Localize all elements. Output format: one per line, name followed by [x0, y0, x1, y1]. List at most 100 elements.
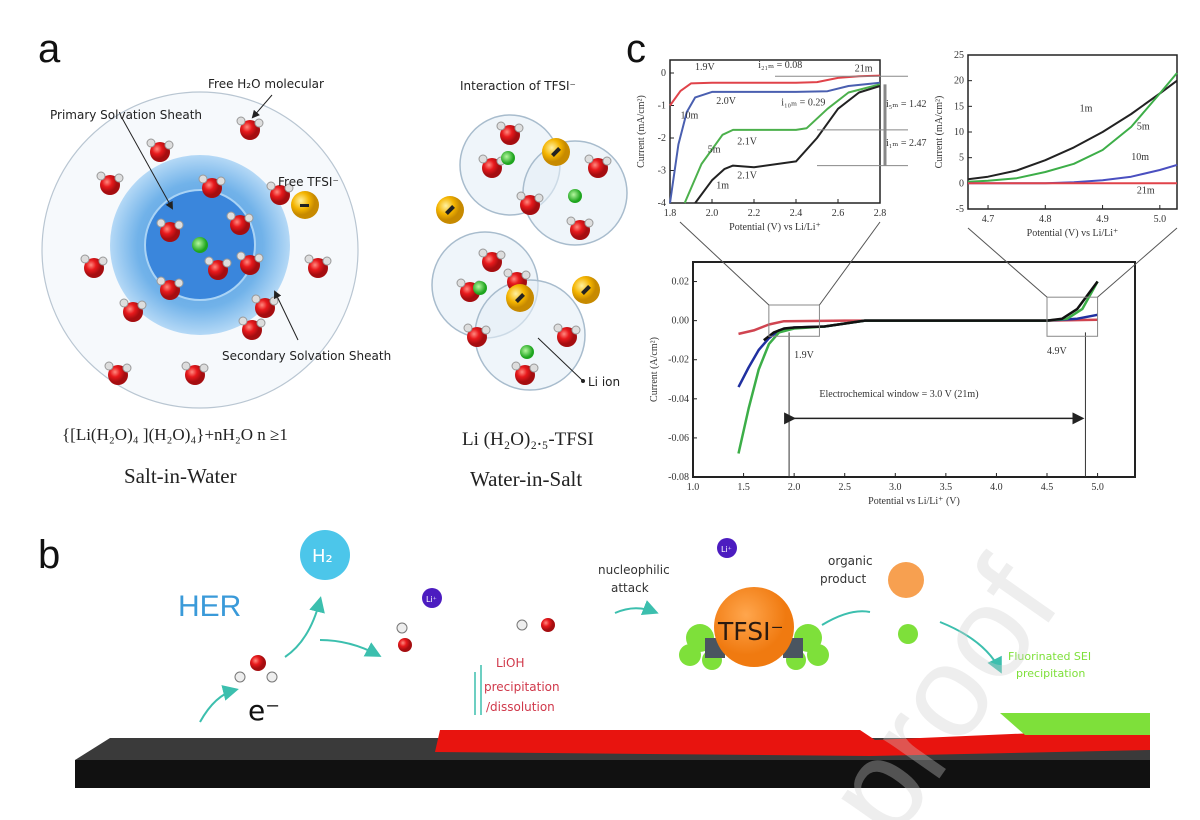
zoom-connector — [1097, 227, 1178, 298]
zoom-connector — [819, 221, 881, 306]
her-label: HER — [178, 590, 241, 623]
electron-label: e⁻ — [248, 694, 280, 727]
plot-area — [669, 59, 881, 204]
sei-label-2: precipitation — [1016, 667, 1085, 680]
x-tick-label: 2.5 — [838, 482, 851, 493]
x-tick-label: 4.0 — [990, 482, 1003, 493]
series-line-5m — [683, 83, 881, 204]
x-tick-label: 2.6 — [832, 208, 845, 219]
nucleophilic-label-1: nucleophilic — [598, 563, 670, 577]
x-tick-label: 2.0 — [788, 482, 801, 493]
organic-label-2: product — [820, 572, 866, 586]
li-plus-icon — [717, 538, 737, 558]
salt-in-water-formula: {[Li(H₂O)₄ ](H₂O)₄}+nH₂O n ≥1 — [62, 425, 288, 444]
interaction-label: Interaction of TFSI⁻ — [460, 79, 576, 93]
main-lsv-chart: 1.0 1.5 2.0 2.5 3.0 3.5 4.0 4.5 5.0 0.02 0.00 -0.02… — [649, 221, 1178, 507]
water-in-salt-diagram: Interaction of TFSI⁻ Li ion Li (H₂O)₂.₅-… — [431, 79, 628, 491]
curve-label-21m: 21m — [1137, 186, 1155, 197]
annotation-2-1v: 2.1V — [737, 137, 758, 148]
y-tick-label: 0.02 — [672, 277, 690, 288]
y-tick-label: 15 — [954, 101, 964, 112]
nucleophilic-label-2: attack — [611, 581, 649, 595]
li-ion-icon — [192, 237, 208, 253]
y-tick-label: -4 — [658, 198, 666, 209]
annotation-4-9v: 4.9V — [1047, 346, 1068, 357]
x-tick-label: 1.0 — [687, 482, 700, 493]
series-line-1m — [763, 280, 1099, 342]
series-line-10m — [669, 81, 881, 204]
x-tick-label: 2.4 — [790, 208, 803, 219]
lioh-label-2: precipitation — [484, 680, 560, 694]
lioh-sei-layer — [435, 728, 1150, 756]
y-tick-label: -5 — [956, 204, 964, 215]
annotation-2-1v-b: 2.1V — [737, 171, 758, 182]
panel-label-a: a — [38, 27, 61, 71]
x-tick-label: 4.8 — [1039, 214, 1052, 225]
zoom-box — [768, 304, 820, 337]
x-axis-label: Potential (V) vs Li/Li⁺ — [729, 222, 821, 233]
zoom-box — [1046, 296, 1099, 337]
annotation-i1m: i₁ₘ = 2.47 — [886, 138, 927, 149]
curve-label-10m: 10m — [1131, 152, 1149, 163]
annotation-i21m: i₂₁ₘ = 0.08 — [758, 60, 802, 71]
x-tick-label: 2.2 — [748, 208, 761, 219]
series-line-21m — [669, 74, 881, 107]
fluoride-icon — [898, 624, 918, 644]
organic-product-icon — [888, 562, 924, 598]
y-axis-label: Current (mA/cm²) — [636, 95, 647, 168]
x-tick-label: 4.7 — [982, 214, 995, 225]
curve-label-10m: 10m — [681, 111, 699, 122]
x-tick-label: 2.0 — [706, 208, 719, 219]
x-tick-label: 3.0 — [889, 482, 902, 493]
li-ion-label: Li ion — [588, 375, 620, 389]
x-tick-label: 2.8 — [874, 208, 887, 219]
lioh-label-3: /dissolution — [486, 700, 555, 714]
li-ion-icon — [473, 281, 487, 295]
x-axis-label: Potential vs Li/Li⁺ (V) — [868, 496, 960, 507]
zoom-connector — [679, 221, 770, 306]
annotation-window: Electrochemical window = 3.0 V (21m) — [819, 389, 978, 400]
y-tick-label: 0.00 — [672, 316, 690, 327]
salt-in-water-title: Salt-in-Water — [124, 464, 237, 488]
li-ion-icon — [568, 189, 582, 203]
series-line-1m — [967, 79, 1178, 181]
annotation-2-0v: 2.0V — [716, 96, 737, 107]
li-plus-icon — [422, 588, 442, 608]
sei-label-1: Fluorinated SEI — [1008, 650, 1091, 663]
plot-area — [692, 261, 1136, 478]
li-plus-label-2: Li⁺ — [721, 545, 732, 554]
h2-label: H₂ — [312, 546, 333, 567]
panel-label-c: c — [626, 27, 646, 71]
y-tick-label: -3 — [658, 166, 666, 177]
y-tick-label: -0.02 — [668, 355, 689, 366]
primary-sheath-label: Primary Solvation Sheath — [50, 108, 202, 122]
li-ion-icon — [501, 151, 515, 165]
panel-label-b: b — [38, 533, 60, 577]
free-tfsi-label: Free TFSI⁻ — [278, 175, 339, 189]
curve-label-5m: 5m — [708, 145, 721, 156]
interphase-mechanism-diagram: HER H₂ Li⁺ Li⁺ e⁻ nucleophilic attack or… — [75, 530, 1150, 788]
y-tick-label: 0 — [959, 178, 964, 189]
y-axis-label: Current (mA/cm²) — [934, 96, 945, 169]
y-tick-label: 10 — [954, 127, 964, 138]
water-in-salt-title: Water-in-Salt — [470, 467, 582, 491]
y-tick-label: -0.04 — [668, 394, 689, 405]
series-line-5m — [967, 72, 1178, 183]
x-axis-label: Potential (V) vs Li/Li⁺ — [1027, 228, 1119, 239]
lioh-label-1: LiOH — [496, 656, 525, 670]
x-tick-label: 1.8 — [664, 208, 677, 219]
inset-chart-high-potential: 4.7 4.8 4.9 5.0 -5 0 5 10 15 20 25 Potential (V) vs… — [934, 50, 1178, 239]
water-in-salt-formula: Li (H₂O)₂.₅-TFSI — [462, 429, 594, 450]
y-tick-label: 5 — [959, 153, 964, 164]
y-axis-label: Current (A/cm²) — [649, 337, 660, 402]
annotation-i10m: i₁₀ₘ = 0.29 — [781, 98, 825, 109]
li-plus-label: Li⁺ — [426, 595, 437, 604]
annotation-1-9v: 1.9V — [794, 350, 815, 361]
organic-label-1b: organic — [828, 554, 873, 568]
inset-chart-low-potential: 1.8 2.0 2.2 2.4 2.6 2.8 0 -1 -2 -3 -4 Potential (V)… — [636, 59, 927, 233]
series-line-1m — [694, 85, 881, 204]
y-tick-label: 0 — [661, 68, 666, 79]
x-tick-label: 4.5 — [1041, 482, 1054, 493]
secondary-sheath-label: Secondary Solvation Sheath — [222, 349, 391, 363]
